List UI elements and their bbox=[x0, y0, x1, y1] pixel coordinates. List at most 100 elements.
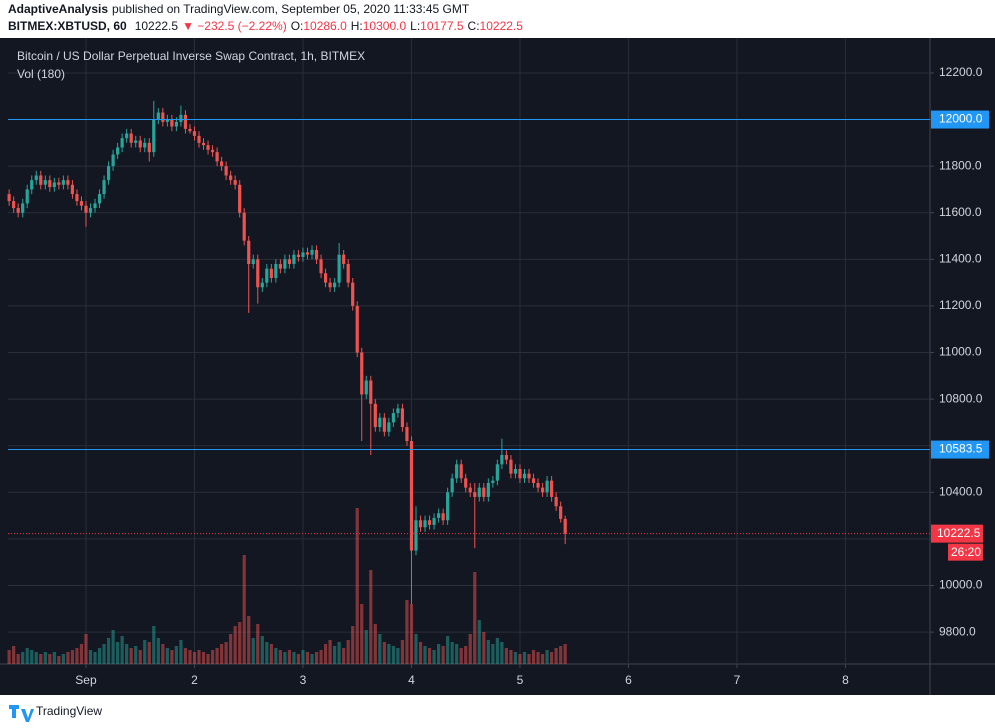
candle-body bbox=[427, 520, 432, 525]
volume-bar bbox=[260, 636, 264, 664]
volume-bar bbox=[513, 652, 518, 664]
volume-bar bbox=[464, 646, 468, 664]
candle-body bbox=[229, 175, 233, 181]
candle-body bbox=[391, 413, 395, 423]
volume-bar bbox=[446, 636, 450, 664]
volume-bar bbox=[116, 642, 120, 664]
volume-bar bbox=[536, 652, 540, 664]
volume-bar bbox=[30, 650, 34, 664]
candle-body bbox=[256, 259, 260, 288]
candle-body bbox=[84, 205, 88, 213]
candle-body bbox=[314, 250, 319, 260]
volume-bar bbox=[43, 652, 47, 664]
y-tick-label: 11800.0 bbox=[939, 158, 982, 172]
volume-bar bbox=[179, 640, 183, 664]
volume-bar bbox=[256, 624, 260, 664]
candle-body bbox=[269, 268, 273, 278]
volume-bar bbox=[269, 644, 273, 664]
x-tick-label: Sep bbox=[75, 673, 97, 687]
candle-body bbox=[57, 182, 61, 185]
volume-bar bbox=[436, 644, 441, 664]
volume-bar bbox=[495, 638, 499, 664]
grid bbox=[8, 38, 930, 664]
ohlc-value: 10177.5 bbox=[420, 19, 464, 33]
volume-bar bbox=[247, 616, 251, 664]
volume-bar bbox=[188, 650, 192, 664]
candle-body bbox=[242, 212, 246, 241]
candle-body bbox=[215, 152, 219, 162]
volume-bar bbox=[12, 646, 16, 664]
volume-bar bbox=[504, 648, 509, 664]
volume-bar bbox=[192, 652, 197, 664]
candle-body bbox=[274, 263, 278, 278]
volume-bar bbox=[229, 634, 233, 664]
candle-body bbox=[265, 268, 269, 283]
candle-body bbox=[188, 128, 192, 132]
candle-body bbox=[364, 380, 368, 395]
volume-bar bbox=[450, 642, 454, 664]
y-tick-label: 12200.0 bbox=[939, 65, 983, 79]
indicator-label: Vol (180) bbox=[17, 67, 65, 81]
candle-body bbox=[423, 520, 427, 528]
candle-body bbox=[563, 518, 567, 534]
volume-bar bbox=[418, 642, 423, 664]
last: 10222.5 bbox=[135, 19, 179, 33]
volume-bar bbox=[400, 640, 405, 664]
candle-body bbox=[61, 180, 65, 185]
volume-bar bbox=[369, 570, 373, 664]
candle-body bbox=[400, 408, 405, 428]
candle-body bbox=[21, 203, 25, 213]
volume-bar bbox=[409, 604, 414, 664]
volume-bar bbox=[233, 626, 237, 664]
candle-body bbox=[378, 417, 382, 428]
volume-bar bbox=[129, 648, 133, 664]
candle-body bbox=[550, 480, 554, 497]
volume-bar bbox=[283, 652, 287, 664]
candle-body bbox=[120, 138, 124, 148]
candle-body bbox=[52, 182, 56, 188]
y-tick-label: 10000.0 bbox=[939, 578, 983, 592]
candle-body bbox=[260, 282, 264, 288]
volume-bar bbox=[48, 654, 52, 664]
volume-bar bbox=[70, 650, 75, 664]
volume-bar bbox=[152, 626, 156, 664]
candle-body bbox=[66, 180, 70, 185]
volume-bar bbox=[39, 654, 43, 664]
brand: TradingView bbox=[36, 704, 102, 718]
volume-bar bbox=[373, 624, 377, 664]
volume-bar bbox=[206, 654, 210, 664]
volume-bar bbox=[79, 644, 84, 664]
candle-body bbox=[93, 203, 97, 209]
candle-body bbox=[540, 487, 545, 493]
x-tick-label: 2 bbox=[191, 673, 198, 687]
volume-bar bbox=[531, 650, 536, 664]
candle-body bbox=[174, 121, 178, 127]
volume-bar bbox=[156, 638, 160, 664]
candle-body bbox=[405, 427, 409, 442]
last-price-tag bbox=[931, 524, 983, 543]
x-tick-label: 4 bbox=[408, 673, 415, 687]
candle-body bbox=[12, 201, 16, 209]
y-tick-label: 9800.0 bbox=[939, 624, 976, 638]
candle-body bbox=[247, 240, 251, 264]
chart-title: Bitcoin / US Dollar Perpetual Inverse Sw… bbox=[17, 49, 365, 63]
volume-bar bbox=[57, 656, 61, 664]
volume-bar bbox=[143, 640, 147, 664]
volume-bar bbox=[391, 646, 395, 664]
volume-bar bbox=[473, 572, 477, 664]
candle-body bbox=[355, 305, 359, 353]
ohlc-value: 10222.5 bbox=[480, 19, 524, 33]
candle-body bbox=[559, 506, 563, 519]
ohlc-key: H: bbox=[351, 19, 363, 33]
candle-body bbox=[192, 131, 197, 136]
volume-bar bbox=[111, 630, 115, 664]
countdown-tag bbox=[948, 543, 983, 561]
volume-bar bbox=[342, 648, 346, 664]
candle-body bbox=[432, 517, 436, 525]
volume-bar bbox=[550, 652, 554, 664]
header-line: AdaptiveAnalysis published on TradingView… bbox=[8, 2, 470, 16]
candle-body bbox=[134, 140, 138, 143]
candle-body bbox=[436, 513, 441, 518]
candle-body bbox=[34, 175, 38, 181]
